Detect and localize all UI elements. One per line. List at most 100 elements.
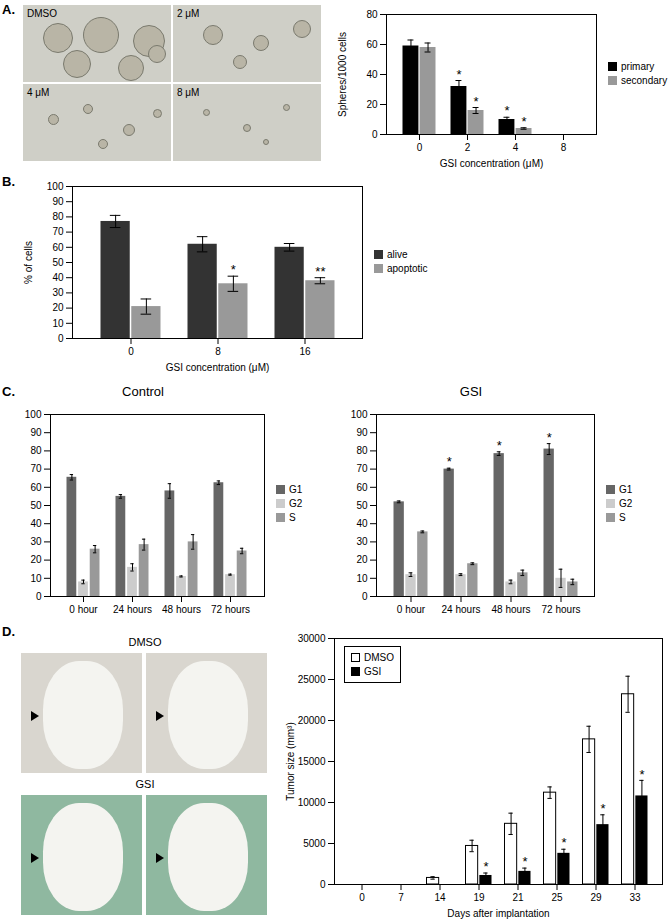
svg-text:5000: 5000: [303, 838, 326, 849]
svg-text:*: *: [522, 114, 527, 129]
svg-text:80: 80: [52, 211, 64, 222]
svg-text:8: 8: [561, 142, 567, 153]
svg-text:15000: 15000: [298, 756, 326, 767]
svg-text:19: 19: [473, 892, 485, 903]
svg-text:2: 2: [465, 142, 471, 153]
html-text:GSI: GSI: [135, 778, 155, 790]
svg-text:60: 60: [356, 482, 368, 493]
svg-text:60: 60: [366, 39, 378, 50]
svg-text:50: 50: [30, 500, 42, 511]
svg-text:48 hours: 48 hours: [492, 604, 531, 615]
html-text:8 μM: 8 μM: [177, 87, 200, 98]
svg-text:*: *: [639, 767, 644, 782]
html-text:2 μM: 2 μM: [177, 8, 200, 19]
svg-text:40: 40: [356, 518, 368, 529]
svg-text:10: 10: [52, 318, 64, 329]
svg-text:0: 0: [36, 591, 42, 602]
svg-text:20: 20: [30, 554, 42, 565]
svg-text:24 hours: 24 hours: [442, 604, 481, 615]
svg-text:90: 90: [52, 196, 64, 207]
svg-text:25000: 25000: [298, 674, 326, 685]
svg-text:0: 0: [362, 591, 368, 602]
svg-text:24 hours: 24 hours: [113, 604, 152, 615]
svg-text:*: *: [231, 262, 236, 277]
svg-text:*: *: [547, 430, 552, 445]
svg-text:% of cells: % of cells: [23, 241, 34, 284]
svg-text:0 hour: 0 hour: [397, 604, 426, 615]
svg-text:*: *: [504, 103, 509, 118]
svg-text:50: 50: [52, 257, 64, 268]
svg-text:80: 80: [30, 445, 42, 456]
svg-text:0: 0: [417, 142, 423, 153]
svg-text:*: *: [483, 859, 488, 874]
html-text:DMSO: DMSO: [128, 636, 162, 648]
svg-text:50: 50: [356, 500, 368, 511]
svg-text:90: 90: [356, 427, 368, 438]
html-text:B.: B.: [2, 174, 15, 189]
svg-text:Tumor size (mm³): Tumor size (mm³): [285, 722, 296, 801]
svg-text:80: 80: [366, 9, 378, 20]
svg-text:7: 7: [398, 892, 404, 903]
svg-text:30: 30: [356, 536, 368, 547]
svg-text:100: 100: [25, 409, 42, 420]
svg-text:20: 20: [356, 554, 368, 565]
svg-text:60: 60: [52, 242, 64, 253]
svg-text:*: *: [497, 438, 502, 453]
svg-text:4: 4: [513, 142, 519, 153]
svg-text:14: 14: [434, 892, 446, 903]
svg-text:20: 20: [366, 99, 378, 110]
svg-text:80: 80: [356, 445, 368, 456]
svg-text:30000: 30000: [298, 633, 326, 644]
svg-text:0: 0: [320, 879, 326, 890]
svg-text:29: 29: [590, 892, 602, 903]
svg-text:0 hour: 0 hour: [69, 604, 98, 615]
svg-text:100: 100: [351, 409, 368, 420]
html-text:C.: C.: [2, 384, 15, 399]
svg-text:40: 40: [52, 272, 64, 283]
svg-text:0: 0: [359, 892, 365, 903]
svg-text:60: 60: [30, 482, 42, 493]
svg-text:40: 40: [366, 69, 378, 80]
svg-text:*: *: [447, 454, 452, 469]
svg-text:33: 33: [629, 892, 641, 903]
svg-text:70: 70: [52, 226, 64, 237]
svg-text:40: 40: [30, 518, 42, 529]
svg-text:0: 0: [128, 346, 134, 357]
svg-text:20: 20: [52, 302, 64, 313]
html-text:D.: D.: [2, 624, 15, 639]
svg-text:72 hours: 72 hours: [211, 604, 250, 615]
svg-text:70: 70: [356, 463, 368, 474]
svg-text:21: 21: [512, 892, 524, 903]
html-text:GSI: GSI: [459, 384, 483, 399]
svg-text:8: 8: [215, 346, 221, 357]
svg-text:*: *: [561, 835, 566, 850]
svg-text:*: *: [600, 801, 605, 816]
html-text:Control: Control: [122, 384, 164, 399]
svg-text:30: 30: [30, 536, 42, 547]
svg-text:25: 25: [551, 892, 563, 903]
svg-text:72 hours: 72 hours: [542, 604, 581, 615]
html-text:4 μM: 4 μM: [27, 87, 50, 98]
svg-text:30: 30: [52, 287, 64, 298]
svg-text:0: 0: [58, 333, 64, 344]
svg-text:GSI concentration (μM): GSI concentration (μM): [166, 362, 270, 373]
svg-text:90: 90: [30, 427, 42, 438]
svg-text:*: *: [456, 67, 461, 82]
html-text:DMSO: DMSO: [27, 8, 57, 19]
svg-text:20000: 20000: [298, 715, 326, 726]
svg-text:GSI concentration (μM): GSI concentration (μM): [440, 158, 544, 169]
svg-text:100: 100: [47, 181, 64, 192]
svg-text:10: 10: [30, 573, 42, 584]
svg-text:Days after implantation: Days after implantation: [447, 908, 549, 919]
svg-text:0: 0: [372, 129, 378, 140]
svg-text:**: **: [315, 264, 325, 279]
svg-text:*: *: [474, 94, 479, 109]
svg-text:10: 10: [356, 573, 368, 584]
svg-text:*: *: [522, 854, 527, 869]
svg-text:Spheres/1000 cells: Spheres/1000 cells: [337, 32, 348, 117]
svg-text:10000: 10000: [298, 797, 326, 808]
svg-text:16: 16: [299, 346, 311, 357]
svg-text:70: 70: [30, 463, 42, 474]
svg-text:48 hours: 48 hours: [162, 604, 201, 615]
html-text:A.: A.: [2, 2, 15, 17]
